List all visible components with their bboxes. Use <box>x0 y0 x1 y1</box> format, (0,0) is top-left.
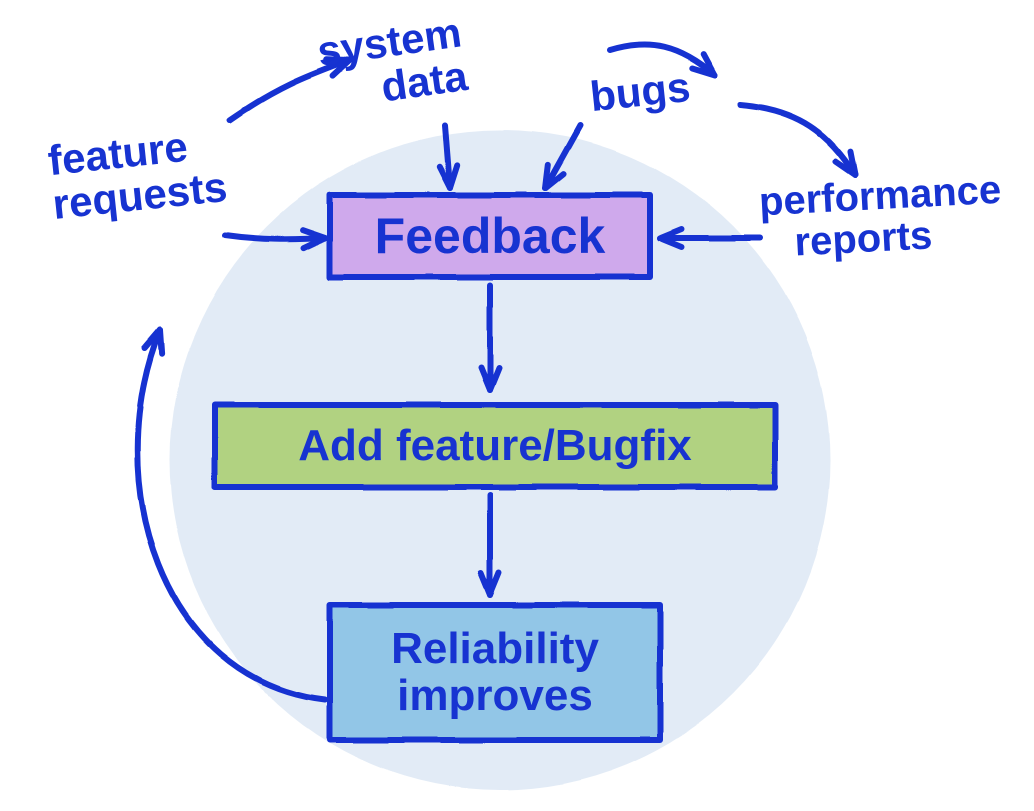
bugs-label: bugs <box>588 65 692 119</box>
feedback-loop-diagram: { "diagram": { "type": "flowchart", "can… <box>0 0 1034 811</box>
system-data-label: system data <box>315 10 471 117</box>
reliability-node-label: Reliability improves <box>330 605 660 740</box>
feedback-node-label: Feedback <box>330 195 650 277</box>
performance-reports-label: performance reports <box>758 169 1004 266</box>
feature-requests-label: feature requests <box>46 121 229 227</box>
addfeature-node-label: Add feature/Bugfix <box>215 405 775 487</box>
